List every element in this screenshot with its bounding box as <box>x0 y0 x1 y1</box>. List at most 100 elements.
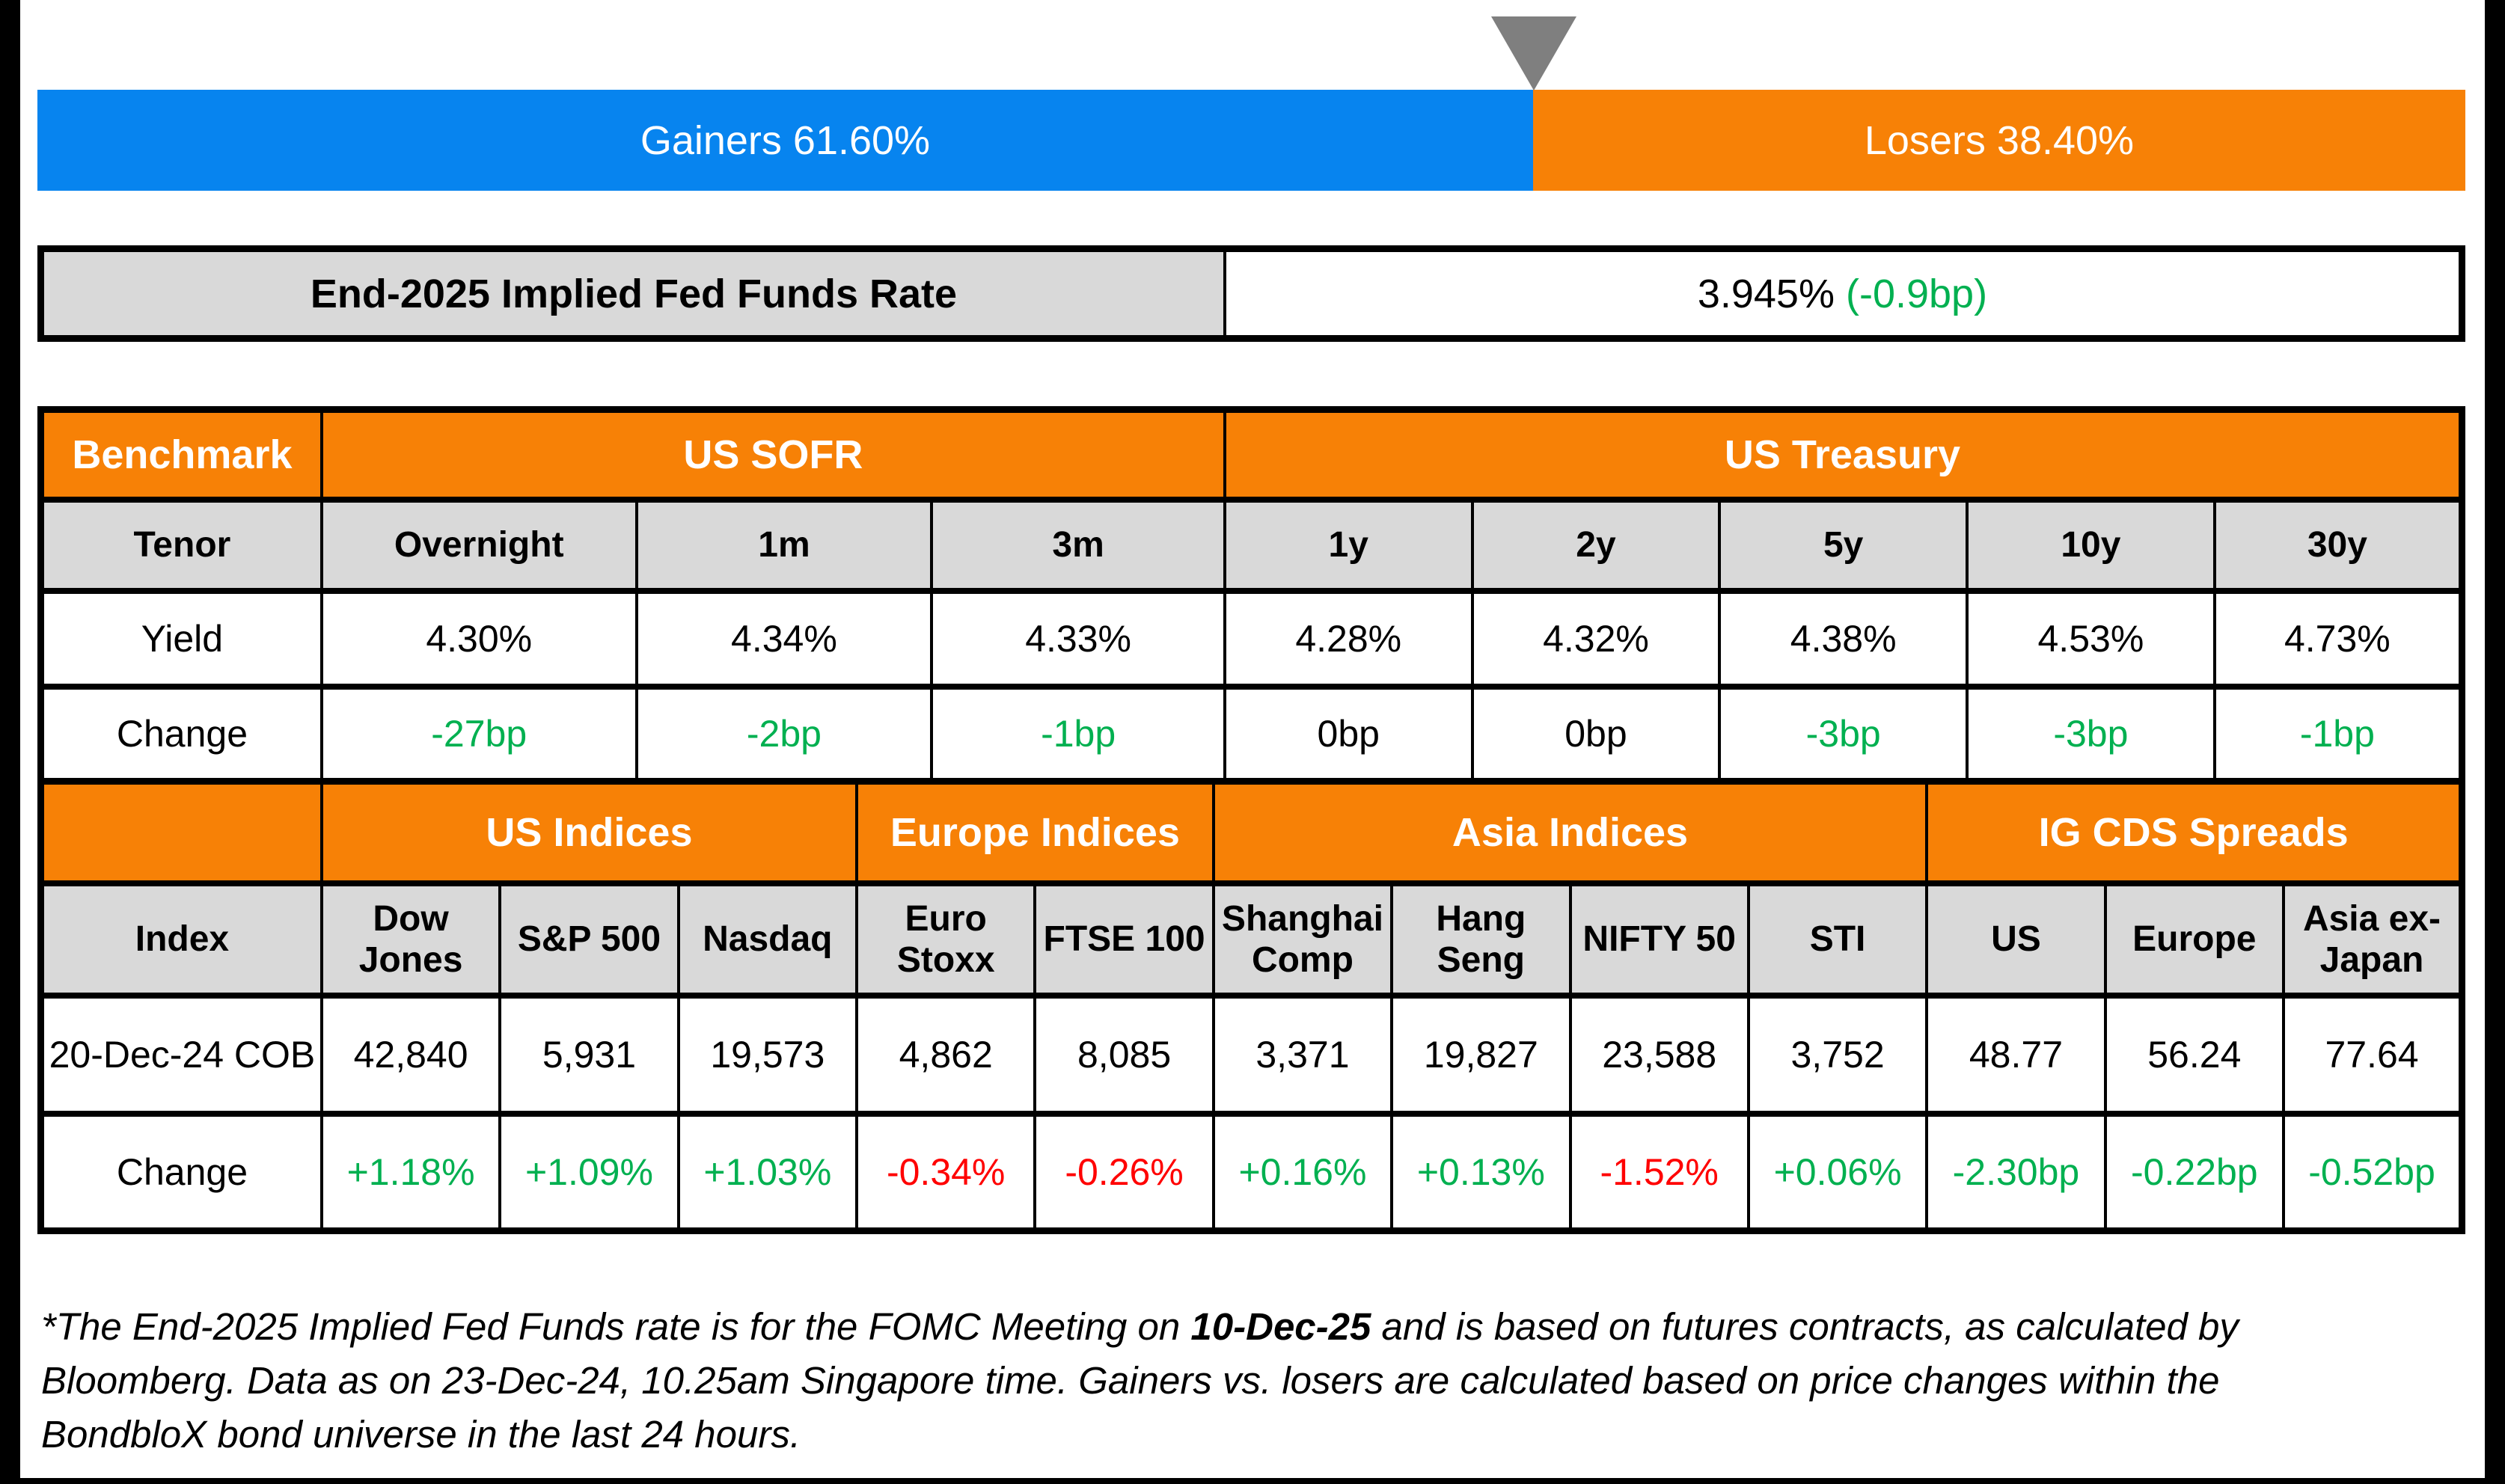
benchmark-and-indices-tables: Benchmark US SOFR US Treasury Tenor Over… <box>37 406 2465 1234</box>
cob-values-row: 20-Dec-24 COB 42,840 5,931 19,573 4,862 … <box>39 993 2464 1117</box>
change-cell: 0bp <box>1223 684 1474 785</box>
gainers-losers-bar: Gainers 61.60% Losers 38.40% <box>37 90 2465 191</box>
change-cell: -1bp <box>930 684 1226 785</box>
change-cell: +0.16% <box>1211 1111 1394 1234</box>
split-marker-triangle-icon <box>1491 16 1576 91</box>
footnote-text-2: and is based on futures contracts, as ca… <box>41 1305 2239 1456</box>
cob-value-cell: 23,588 <box>1568 993 1750 1117</box>
index-name-cell: Euro Stoxx <box>854 880 1037 999</box>
change-cell: -27bp <box>319 684 638 785</box>
change-row-label: Change <box>39 1111 323 1234</box>
index-name-cell: FTSE 100 <box>1033 880 1215 999</box>
tenor-cell: 2y <box>1470 497 1722 594</box>
index-name-cell: Asia ex-Japan <box>2282 880 2464 999</box>
cob-value-cell: 19,827 <box>1390 993 1572 1117</box>
benchmark-table: Benchmark US SOFR US Treasury Tenor Over… <box>37 406 2465 785</box>
change-cell: -1.52% <box>1568 1111 1750 1234</box>
fed-funds-label-cell: End-2025 Implied Fed Funds Rate <box>39 247 1226 340</box>
index-name-cell: NIFTY 50 <box>1568 880 1750 999</box>
change-cell: -3bp <box>1718 684 1969 785</box>
cob-row-label: 20-Dec-24 COB <box>39 993 323 1117</box>
yield-cell: 4.34% <box>634 588 934 690</box>
cob-value-cell: 77.64 <box>2282 993 2464 1117</box>
tenor-cell: 1y <box>1223 497 1474 594</box>
yield-cell: 4.30% <box>319 588 638 690</box>
losers-bar-segment: Losers 38.40% <box>1532 90 2465 191</box>
change-cell: -3bp <box>1966 684 2216 785</box>
change-cell: +0.13% <box>1390 1111 1572 1234</box>
change-cell: +1.09% <box>498 1111 680 1234</box>
index-name-cell: S&P 500 <box>498 880 680 999</box>
cob-value-cell: 56.24 <box>2103 993 2286 1117</box>
indices-group-header-row: US Indices Europe Indices Asia Indices I… <box>39 778 2464 886</box>
indices-table: US Indices Europe Indices Asia Indices I… <box>37 778 2465 1234</box>
change-cell: -2.30bp <box>1925 1111 2107 1234</box>
index-name-cell: Nasdaq <box>676 880 859 999</box>
tenor-row-label: Tenor <box>39 497 323 594</box>
cob-value-cell: 19,573 <box>676 993 859 1117</box>
index-name-cell: Europe <box>2103 880 2286 999</box>
yield-row-label: Yield <box>39 588 323 690</box>
change-cell: +0.06% <box>1746 1111 1929 1234</box>
us-indices-header-cell: US Indices <box>319 778 859 886</box>
yield-row: Yield 4.30% 4.34% 4.33% 4.28% 4.32% 4.38… <box>39 588 2464 690</box>
frame-border-left <box>0 0 20 1484</box>
tenor-cell: 3m <box>930 497 1226 594</box>
cob-value-cell: 3,371 <box>1211 993 1394 1117</box>
us-treasury-header-cell: US Treasury <box>1223 406 2464 503</box>
ig-cds-spreads-header-cell: IG CDS Spreads <box>1925 778 2464 886</box>
tenor-cell: Overnight <box>319 497 638 594</box>
yield-cell: 4.73% <box>2212 588 2464 690</box>
fed-funds-value-cell: 3.945% (-0.9bp) <box>1223 247 2464 340</box>
change-cell: -0.34% <box>854 1111 1037 1234</box>
change-cell: 0bp <box>1470 684 1722 785</box>
yield-cell: 4.28% <box>1223 588 1474 690</box>
tenor-cell: 10y <box>1966 497 2216 594</box>
index-row-label: Index <box>39 880 323 999</box>
change-cell: -0.26% <box>1033 1111 1215 1234</box>
index-name-cell: Dow Jones <box>319 880 502 999</box>
index-name-cell: Shanghai Comp <box>1211 880 1394 999</box>
frame-border-bottom <box>0 1478 2505 1484</box>
benchmark-group-header-row: Benchmark US SOFR US Treasury <box>39 406 2464 503</box>
europe-indices-header-cell: Europe Indices <box>855 778 1215 886</box>
footnote: *The End-2025 Implied Fed Funds rate is … <box>41 1300 2465 1462</box>
tenor-cell: 5y <box>1718 497 1969 594</box>
tenor-cell: 30y <box>2212 497 2464 594</box>
indices-corner-cell <box>39 778 323 886</box>
benchmark-header-cell: Benchmark <box>39 406 323 503</box>
change-row-label: Change <box>39 684 323 785</box>
fed-funds-table: End-2025 Implied Fed Funds Rate 3.945% (… <box>37 245 2465 342</box>
fed-funds-value: 3.945% <box>1697 271 1835 316</box>
us-sofr-header-cell: US SOFR <box>319 406 1226 503</box>
footnote-date-bold: 10-Dec-25 <box>1190 1305 1371 1348</box>
benchmark-change-row: Change -27bp -2bp -1bp 0bp 0bp -3bp -3bp… <box>39 684 2464 785</box>
change-cell: +1.18% <box>319 1111 502 1234</box>
change-cell: -0.22bp <box>2103 1111 2286 1234</box>
index-name-cell: STI <box>1746 880 1929 999</box>
indices-change-row: Change +1.18% +1.09% +1.03% -0.34% -0.26… <box>39 1111 2464 1234</box>
cob-value-cell: 4,862 <box>854 993 1037 1117</box>
yield-cell: 4.53% <box>1966 588 2216 690</box>
cob-value-cell: 42,840 <box>319 993 502 1117</box>
cob-value-cell: 3,752 <box>1746 993 1929 1117</box>
fed-funds-change: (-0.9bp) <box>1845 271 1988 316</box>
asia-indices-header-cell: Asia Indices <box>1211 778 1929 886</box>
tenor-row: Tenor Overnight 1m 3m 1y 2y 5y 10y 30y <box>39 497 2464 594</box>
change-cell: -1bp <box>2212 684 2464 785</box>
yield-cell: 4.38% <box>1718 588 1969 690</box>
losers-label: Losers 38.40% <box>1864 117 2135 163</box>
cob-value-cell: 8,085 <box>1033 993 1215 1117</box>
change-cell: -2bp <box>634 684 934 785</box>
yield-cell: 4.32% <box>1470 588 1722 690</box>
index-names-row: Index Dow Jones S&P 500 Nasdaq Euro Stox… <box>39 880 2464 999</box>
gainers-bar-segment: Gainers 61.60% <box>37 90 1533 191</box>
frame-border-right <box>2485 0 2505 1484</box>
cob-value-cell: 48.77 <box>1925 993 2107 1117</box>
index-name-cell: Hang Seng <box>1390 880 1572 999</box>
fed-funds-row: End-2025 Implied Fed Funds Rate 3.945% (… <box>39 247 2464 340</box>
footnote-text-1: *The End-2025 Implied Fed Funds rate is … <box>41 1305 1191 1348</box>
tenor-cell: 1m <box>634 497 934 594</box>
change-cell: -0.52bp <box>2282 1111 2464 1234</box>
